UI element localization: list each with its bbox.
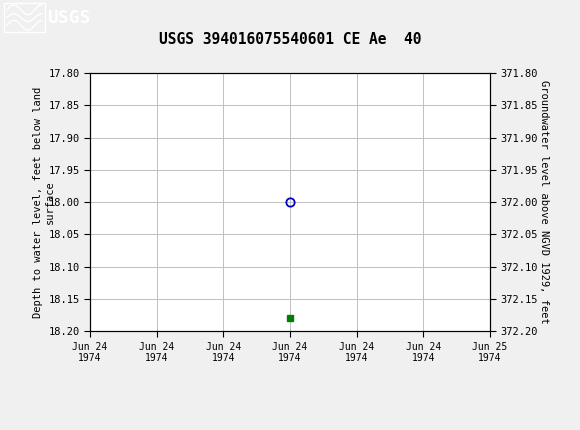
Y-axis label: Groundwater level above NGVD 1929, feet: Groundwater level above NGVD 1929, feet xyxy=(539,80,549,324)
Bar xyxy=(4,3,45,32)
Text: USGS: USGS xyxy=(48,9,91,27)
Text: USGS 394016075540601 CE Ae  40: USGS 394016075540601 CE Ae 40 xyxy=(159,32,421,47)
Y-axis label: Depth to water level, feet below land
surface: Depth to water level, feet below land su… xyxy=(33,86,55,318)
